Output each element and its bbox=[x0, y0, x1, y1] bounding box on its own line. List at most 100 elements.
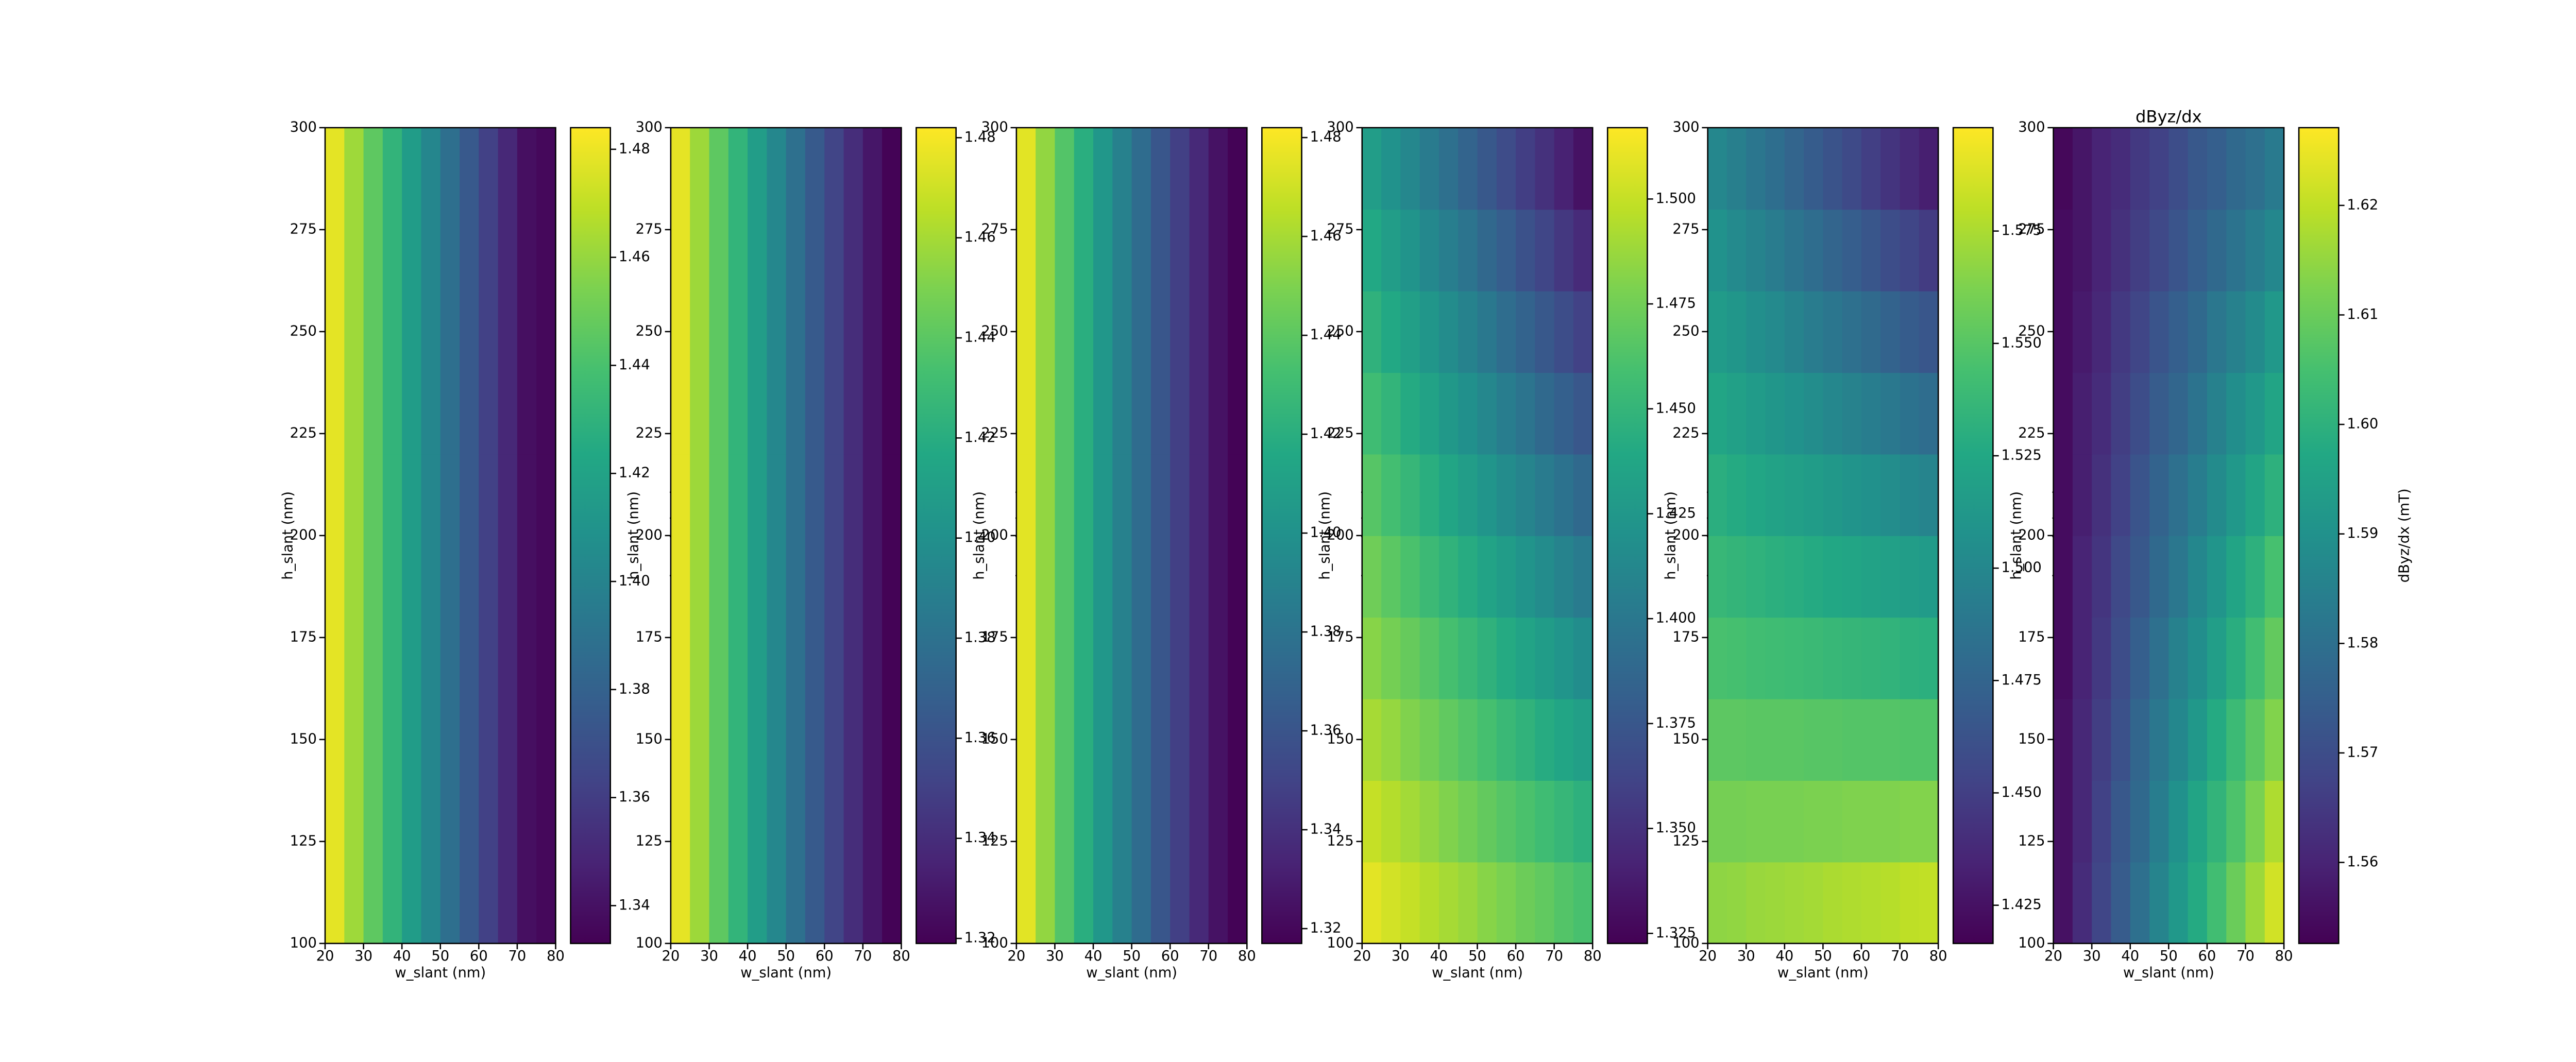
heatmap-cell bbox=[1535, 209, 1555, 292]
x-tick-label: 40 bbox=[393, 948, 411, 964]
heatmap-cell bbox=[2168, 290, 2189, 373]
heatmap-cell bbox=[862, 127, 883, 210]
heatmap-cell bbox=[1707, 209, 1727, 292]
heatmap-cell bbox=[1112, 535, 1132, 618]
heatmap-cell bbox=[363, 862, 383, 944]
heatmap-cell bbox=[1419, 780, 1439, 863]
heatmap-cell bbox=[1746, 780, 1766, 863]
heatmap-cell bbox=[1131, 454, 1151, 536]
heatmap-cell bbox=[1400, 290, 1420, 373]
heatmap-cell bbox=[1189, 454, 1209, 536]
heatmap-cell bbox=[1707, 454, 1727, 536]
colorbar-tick-label: 1.38 bbox=[1310, 624, 1342, 640]
heatmap-cell bbox=[1880, 372, 1901, 455]
heatmap-cell bbox=[1919, 698, 1939, 781]
x-tick-label: 40 bbox=[2121, 948, 2139, 964]
heatmap-cell bbox=[1112, 862, 1132, 944]
heatmap-cell bbox=[1381, 127, 1401, 210]
heatmap-cell bbox=[2245, 372, 2265, 455]
heatmap-cell bbox=[1861, 209, 1882, 292]
heatmap-cell bbox=[344, 372, 364, 455]
y-tick-label: 275 bbox=[290, 221, 317, 237]
heatmap-cell bbox=[1208, 209, 1229, 292]
heatmap-cell bbox=[363, 454, 383, 536]
heatmap-cell bbox=[1707, 290, 1727, 373]
heatmap-cell bbox=[363, 209, 383, 292]
heatmap-cell bbox=[2092, 698, 2112, 781]
heatmap-cell bbox=[748, 454, 768, 536]
heatmap-cell bbox=[1477, 290, 1497, 373]
heatmap-cell bbox=[709, 372, 729, 455]
heatmap-cell bbox=[1900, 209, 1920, 292]
heatmap-cell bbox=[1055, 698, 1075, 781]
x-tick-label: 60 bbox=[2198, 948, 2216, 964]
colorbar-tick-label: 1.40 bbox=[619, 573, 650, 589]
heatmap-cell bbox=[2245, 535, 2265, 618]
heatmap-cell bbox=[1131, 209, 1151, 292]
colorbar-tick-label: 1.48 bbox=[619, 141, 650, 157]
heatmap-cell bbox=[1170, 127, 1190, 210]
heatmap-cell bbox=[1516, 698, 1536, 781]
heatmap-cell bbox=[1880, 209, 1901, 292]
x-tick-label: 70 bbox=[1891, 948, 1909, 964]
heatmap-cell bbox=[2207, 862, 2227, 944]
heatmap-cell bbox=[1535, 698, 1555, 781]
heatmap-cell bbox=[1746, 535, 1766, 618]
heatmap-cell bbox=[1074, 535, 1094, 618]
heatmap-cell bbox=[2053, 454, 2073, 536]
y-tick-label: 150 bbox=[290, 731, 317, 747]
heatmap-cell bbox=[479, 372, 499, 455]
heatmap-cell bbox=[1707, 698, 1727, 781]
x-tick-label: 50 bbox=[1814, 948, 1832, 964]
heatmap-cell bbox=[517, 698, 537, 781]
heatmap-cell bbox=[843, 290, 863, 373]
heatmap-cell bbox=[2092, 780, 2112, 863]
heatmap-cell bbox=[1438, 780, 1459, 863]
heatmap-cell bbox=[2111, 698, 2131, 781]
heatmap-cell bbox=[421, 454, 441, 536]
colorbar-tick-label: 1.40 bbox=[1310, 525, 1342, 541]
heatmap-cell bbox=[709, 617, 729, 699]
colorbar-tick-label: 1.425 bbox=[1656, 505, 1696, 521]
heatmap-cell bbox=[440, 372, 461, 455]
heatmap-cell bbox=[748, 372, 768, 455]
heatmap-cell bbox=[1438, 617, 1459, 699]
heatmap-cell bbox=[748, 535, 768, 618]
heatmap-cell bbox=[440, 535, 461, 618]
heatmap-cell bbox=[2188, 862, 2208, 944]
heatmap-cell bbox=[1112, 698, 1132, 781]
heatmap-cell bbox=[1804, 780, 1824, 863]
y-tick-label: 250 bbox=[981, 323, 1008, 339]
heatmap-cell bbox=[1208, 862, 1229, 944]
heatmap-cell bbox=[1804, 290, 1824, 373]
heatmap-cell bbox=[1400, 454, 1420, 536]
heatmap-cell bbox=[1726, 535, 1747, 618]
heatmap-cell bbox=[1880, 535, 1901, 618]
heatmap-cell bbox=[402, 454, 422, 536]
y-tick-label: 225 bbox=[1672, 425, 1699, 441]
heatmap-cell bbox=[1458, 209, 1478, 292]
heatmap-cell bbox=[1496, 454, 1517, 536]
heatmap-cell bbox=[843, 780, 863, 863]
heatmap-cell bbox=[1765, 535, 1785, 618]
heatmap-cell bbox=[2226, 454, 2246, 536]
heatmap-cell bbox=[402, 290, 422, 373]
heatmap-cell bbox=[363, 535, 383, 618]
heatmap-cell bbox=[1150, 209, 1171, 292]
heatmap-cell bbox=[1804, 454, 1824, 536]
heatmap-cell bbox=[1112, 127, 1132, 210]
x-tick-label: 70 bbox=[508, 948, 526, 964]
heatmap-cell bbox=[498, 780, 518, 863]
heatmap-cell bbox=[1362, 698, 1382, 781]
heatmap-cell bbox=[1016, 535, 1037, 618]
heatmap-cell bbox=[460, 454, 480, 536]
heatmap-cell bbox=[440, 290, 461, 373]
heatmap-cell bbox=[1496, 535, 1517, 618]
heatmap-cell bbox=[1726, 862, 1747, 944]
heatmap-cell bbox=[2264, 780, 2285, 863]
heatmap-cell bbox=[1016, 617, 1037, 699]
heatmap-cell bbox=[2149, 454, 2170, 536]
heatmap-cell bbox=[1823, 127, 1843, 210]
colorbar-tick-label: 1.325 bbox=[1656, 925, 1696, 941]
heatmap-cell bbox=[1438, 862, 1459, 944]
